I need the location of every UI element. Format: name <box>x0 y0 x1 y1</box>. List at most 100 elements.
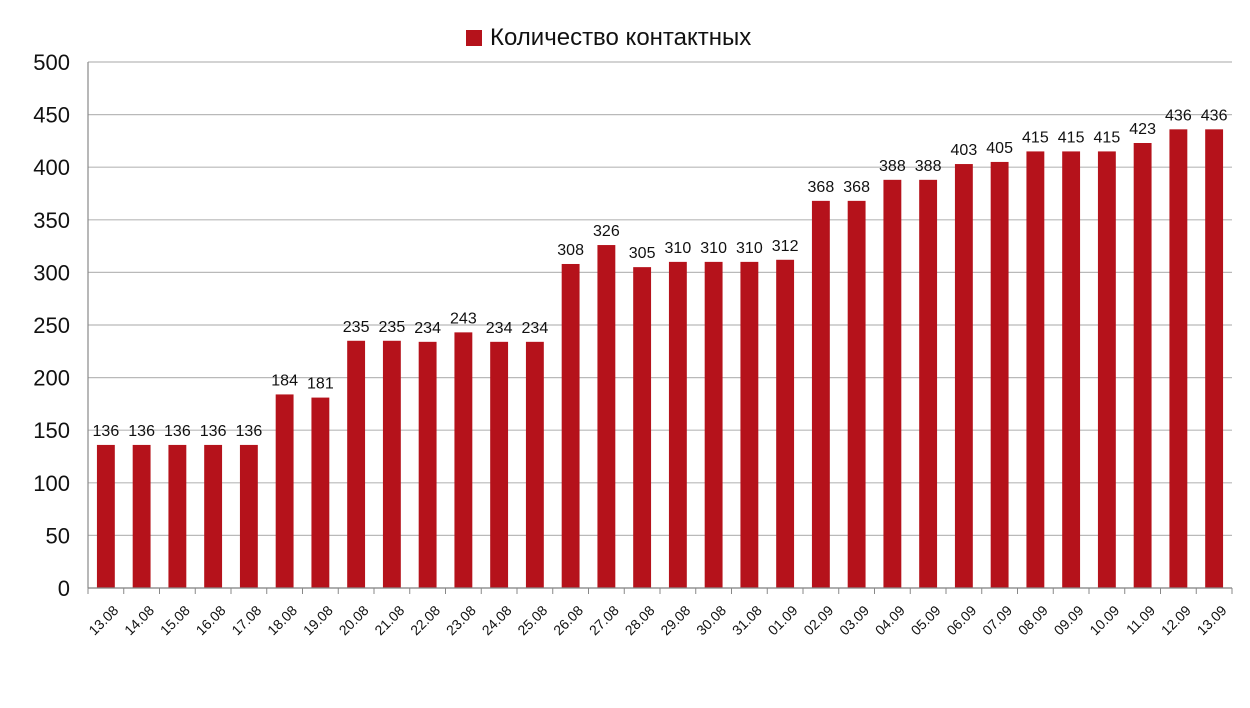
data-label: 326 <box>593 223 620 240</box>
bar <box>382 340 401 588</box>
data-label: 388 <box>879 158 906 175</box>
data-label: 415 <box>1022 129 1049 146</box>
x-tick-label: 09.09 <box>1051 602 1087 638</box>
data-label: 235 <box>379 319 406 336</box>
y-tick-label: 0 <box>58 576 70 601</box>
x-tick-label: 03.09 <box>836 602 872 638</box>
x-tick-label: 12.09 <box>1158 602 1194 638</box>
data-label: 136 <box>200 423 227 440</box>
data-label: 415 <box>1094 129 1121 146</box>
x-tick-label: 14.08 <box>121 602 157 638</box>
data-label: 368 <box>843 179 870 196</box>
bar <box>633 267 652 588</box>
x-tick-label: 05.09 <box>908 602 944 638</box>
x-tick-label: 10.09 <box>1086 602 1122 638</box>
data-label: 136 <box>164 423 191 440</box>
bar <box>740 261 759 588</box>
bar <box>776 259 795 588</box>
data-label: 234 <box>522 320 549 337</box>
x-tick-label: 07.09 <box>979 602 1015 638</box>
data-label: 415 <box>1058 129 1085 146</box>
bar <box>561 263 580 588</box>
bar <box>204 444 223 588</box>
x-tick-label: 22.08 <box>407 602 443 638</box>
x-tick-label: 08.09 <box>1015 602 1051 638</box>
data-label: 368 <box>808 179 835 196</box>
bar <box>883 179 902 588</box>
y-tick-label: 500 <box>33 50 70 75</box>
bar <box>919 179 938 588</box>
data-label: 234 <box>486 320 513 337</box>
data-label: 136 <box>93 423 120 440</box>
bar <box>275 394 294 588</box>
data-label: 234 <box>414 320 441 337</box>
legend-swatch <box>466 30 482 46</box>
x-tick-label: 21.08 <box>371 602 407 638</box>
x-tick-label: 24.08 <box>479 602 515 638</box>
legend: Количество контактных <box>466 24 751 52</box>
bar <box>1133 143 1152 588</box>
x-tick-label: 02.09 <box>800 602 836 638</box>
x-tick-label: 16.08 <box>193 602 229 638</box>
bar <box>239 444 258 588</box>
bar <box>1097 151 1116 589</box>
data-label: 405 <box>986 140 1013 157</box>
x-tick-label: 29.08 <box>657 602 693 638</box>
x-tick-label: 31.08 <box>729 602 765 638</box>
y-tick-label: 250 <box>33 313 70 338</box>
x-tick-label: 01.09 <box>765 602 801 638</box>
bar <box>311 397 330 588</box>
bar <box>490 341 509 588</box>
x-tick-label: 26.08 <box>550 602 586 638</box>
x-tick-label: 17.08 <box>228 602 264 638</box>
data-label: 436 <box>1201 107 1228 124</box>
data-label: 403 <box>951 142 978 159</box>
bar <box>1062 151 1081 589</box>
x-tick-label: 04.09 <box>872 602 908 638</box>
bar <box>132 444 151 588</box>
y-tick-label: 200 <box>33 366 70 391</box>
bar <box>1169 129 1188 588</box>
data-label: 312 <box>772 238 799 255</box>
bar <box>990 161 1009 588</box>
y-tick-label: 450 <box>33 103 70 128</box>
data-label: 436 <box>1165 107 1192 124</box>
bar <box>954 164 973 588</box>
x-tick-label: 30.08 <box>693 602 729 638</box>
bar <box>168 444 187 588</box>
data-label: 235 <box>343 319 370 336</box>
x-tick-label: 06.09 <box>943 602 979 638</box>
data-label: 310 <box>665 240 692 257</box>
bar <box>668 261 687 588</box>
x-tick-label: 13.09 <box>1194 602 1230 638</box>
data-label: 136 <box>236 423 263 440</box>
bar <box>704 261 723 588</box>
bar <box>454 332 473 588</box>
data-label: 243 <box>450 310 477 327</box>
x-tick-label: 18.08 <box>264 602 300 638</box>
y-tick-label: 150 <box>33 418 70 443</box>
bar <box>525 341 544 588</box>
bar <box>597 245 616 588</box>
bar <box>418 341 437 588</box>
y-tick-label: 300 <box>33 260 70 285</box>
x-tick-label: 25.08 <box>514 602 550 638</box>
x-tick-label: 13.08 <box>85 602 121 638</box>
data-label: 136 <box>128 423 155 440</box>
bar <box>1026 151 1045 589</box>
data-label: 310 <box>736 240 763 257</box>
x-tick-label: 15.08 <box>157 602 193 638</box>
x-tick-label: 23.08 <box>443 602 479 638</box>
bar <box>347 340 366 588</box>
x-tick-label: 19.08 <box>300 602 336 638</box>
y-tick-label: 50 <box>46 523 70 548</box>
bar <box>847 200 866 588</box>
data-label: 305 <box>629 245 656 262</box>
data-label: 423 <box>1129 121 1156 138</box>
x-tick-label: 28.08 <box>622 602 658 638</box>
legend-label: Количество контактных <box>490 24 752 51</box>
data-label: 181 <box>307 376 334 393</box>
bar <box>1205 129 1224 588</box>
data-label: 388 <box>915 158 942 175</box>
